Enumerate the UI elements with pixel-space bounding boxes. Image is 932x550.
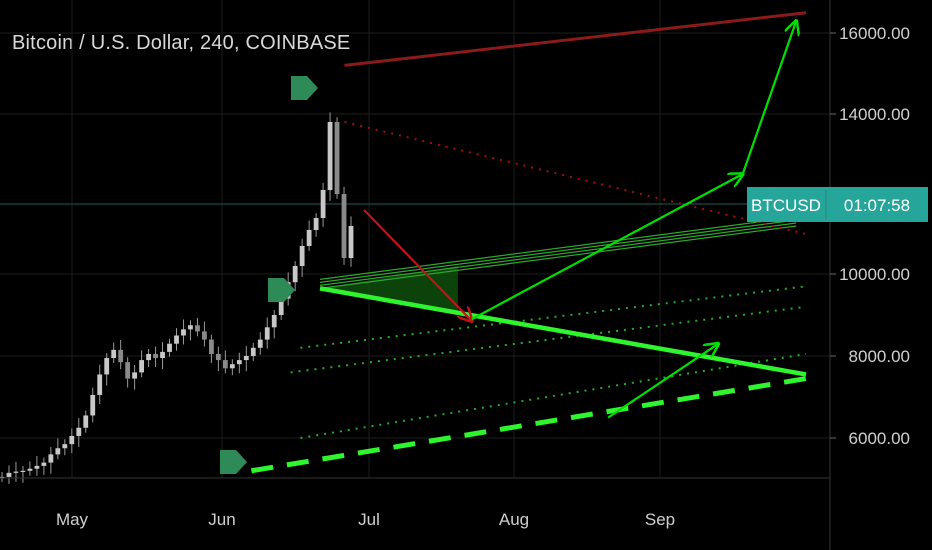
candle-body [132, 372, 138, 379]
up-arrow [471, 174, 743, 321]
candle-body [6, 472, 12, 477]
candle-body [62, 444, 68, 449]
y-tick-label: 6000.00 [849, 429, 910, 448]
candle-body [257, 339, 263, 348]
candle-body [118, 349, 124, 363]
x-tick-label: Sep [645, 510, 675, 529]
countdown-label: 01:07:58 [844, 196, 910, 215]
candle-body [292, 266, 298, 283]
up-arrow [607, 344, 718, 419]
marker-arrow-icon [220, 450, 247, 474]
grid [0, 0, 830, 478]
candle-body [334, 122, 340, 194]
candle-body [195, 325, 200, 332]
candle-body [55, 448, 61, 455]
channel-top-line [319, 219, 797, 283]
candle-body [125, 362, 131, 379]
candle-body [76, 427, 82, 436]
candle-body [83, 415, 89, 428]
candle-body [111, 349, 117, 359]
x-tick-label: May [56, 510, 89, 529]
chart-title: Bitcoin / U.S. Dollar, 240, COINBASE [12, 32, 351, 54]
symbol-label: BTCUSD [751, 196, 821, 215]
candle-body [202, 331, 207, 340]
symbol-badge [747, 187, 826, 222]
candle-body [27, 468, 33, 471]
support-line [319, 286, 807, 377]
candle-body [341, 194, 347, 258]
candle-body [13, 471, 19, 473]
y-tick-label: 14000.00 [839, 105, 910, 124]
x-tick-label: Jun [208, 510, 235, 529]
candle-body [139, 360, 144, 373]
countdown-badge [826, 187, 928, 222]
candle-body [188, 325, 193, 330]
channel-top-line [319, 225, 797, 289]
y-tick-label: 8000.00 [849, 347, 910, 366]
candle-body [97, 374, 103, 395]
candle-body [34, 465, 40, 469]
dotted-channel-line [300, 352, 807, 439]
candle-body [264, 327, 270, 340]
down-arrow [363, 209, 472, 321]
candle-body [153, 353, 158, 359]
candle-body [181, 329, 186, 336]
candle-body [278, 298, 284, 315]
dotted-channel-line [300, 285, 807, 349]
candle-body [41, 462, 47, 466]
candle-body [146, 353, 151, 361]
y-tick-label: 16000.00 [839, 24, 910, 43]
candle-body [243, 356, 249, 361]
x-tick-label: Jul [358, 510, 380, 529]
price-badge[interactable]: BTCUSD 01:07:58 [747, 187, 928, 222]
candle-body [104, 358, 110, 375]
candle-body [167, 343, 172, 352]
candle-body [320, 190, 326, 218]
candle-body [209, 339, 214, 354]
up-arrow [741, 21, 797, 175]
marker-arrow-icon [268, 278, 295, 302]
marker-arrow-icon [291, 76, 318, 100]
candle-body [236, 360, 242, 365]
dotted-channel-line [290, 305, 807, 374]
candle-body [48, 454, 54, 463]
candle-body [174, 335, 179, 344]
candle-body [160, 351, 165, 359]
price-series [0, 112, 354, 484]
candle-body [299, 246, 305, 266]
candle-body [306, 230, 312, 246]
candle-body [90, 394, 96, 416]
candle-body [229, 364, 235, 369]
candle-body [348, 226, 354, 258]
y-tick-label: 10000.00 [839, 265, 910, 284]
axes: 16000.00 14000.00 10000.00 8000.00 6000.00 Ma… [0, 0, 910, 550]
candle-body [215, 353, 221, 361]
candle-body [20, 470, 26, 472]
x-tick-label: Aug [499, 510, 529, 529]
dashed-support-line [250, 376, 807, 474]
markers [220, 76, 318, 474]
candle-body [313, 218, 319, 230]
candle-body [69, 435, 75, 445]
channel-top-line [319, 216, 797, 280]
resistance-line [344, 11, 807, 67]
channel-top-line [319, 222, 797, 286]
candle-body [250, 347, 256, 356]
candle-body [271, 315, 277, 328]
candle-body [222, 360, 228, 369]
candle-body [327, 122, 333, 190]
annotations [0, 11, 830, 474]
channel-fill [320, 266, 458, 313]
